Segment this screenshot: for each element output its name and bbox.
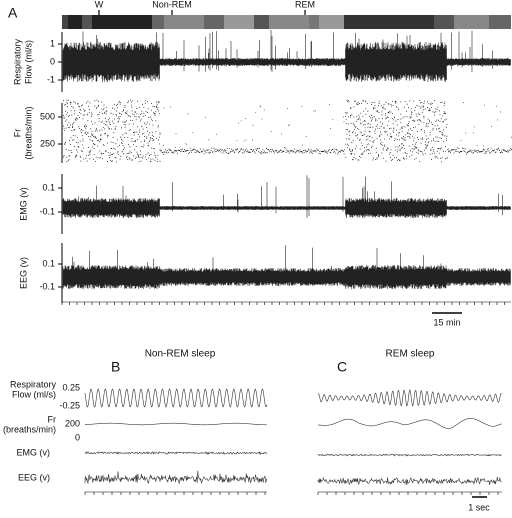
row-label: Fr <box>12 129 22 138</box>
scale-label: 1 sec <box>468 502 490 512</box>
trace <box>62 29 511 82</box>
y-tick-label: 0.1 <box>42 258 55 268</box>
y-tick-label: -0.1 <box>39 281 55 291</box>
trace <box>63 99 512 163</box>
y-tick-label: -1 <box>47 74 55 84</box>
panel-letter: A <box>8 5 18 21</box>
state-label: REM <box>295 0 315 9</box>
panel-letter: B <box>111 359 120 375</box>
row-label: EMG (v) <box>18 187 28 221</box>
hypnogram-segment <box>254 15 269 29</box>
hypnogram-segment <box>204 15 224 29</box>
row-label: Flow (ml/s) <box>12 389 56 399</box>
hypnogram-segment <box>269 15 309 29</box>
y-tick-label: 0.25 <box>62 382 80 392</box>
row-label: (breaths/min) <box>23 106 33 159</box>
y-tick-label: -0.1 <box>39 206 55 216</box>
trace <box>84 388 268 408</box>
hypnogram-segment <box>224 15 254 29</box>
trace <box>84 451 268 456</box>
y-tick-label: 1 <box>50 38 55 48</box>
trace <box>62 175 511 218</box>
trace <box>84 470 268 485</box>
panel-title: Non-REM sleep <box>145 349 216 360</box>
y-tick-label: -0.25 <box>59 400 80 410</box>
row-label: Respiratory <box>12 38 22 85</box>
row-label: EEG (v) <box>18 257 28 289</box>
row-label: EMG (v) <box>17 447 51 457</box>
hypnogram-segment <box>164 15 204 29</box>
hypnogram-segment <box>489 15 511 29</box>
row-label: Fr <box>48 414 57 424</box>
trace <box>62 245 511 289</box>
row-label: Respiratory <box>10 379 57 389</box>
hypnogram-segment <box>62 15 68 29</box>
hypnogram-segment <box>92 15 152 29</box>
hypnogram-segment <box>68 15 82 29</box>
x-axis <box>61 301 511 305</box>
x-axis <box>84 491 267 495</box>
scale-label: 15 min <box>433 317 460 327</box>
trace <box>317 453 502 457</box>
y-tick-label: 0.1 <box>42 182 55 192</box>
y-tick-label: 0 <box>75 432 80 442</box>
trace <box>317 418 502 430</box>
hypnogram-segment <box>82 15 92 29</box>
hypnogram-segment <box>454 15 489 29</box>
x-axis <box>317 491 502 495</box>
hypnogram-segment <box>434 15 454 29</box>
trace <box>84 422 267 426</box>
state-label: Non-REM <box>152 0 192 9</box>
hypnogram-segment <box>152 15 164 29</box>
y-tick-label: 0 <box>50 56 55 66</box>
panel-title: REM sleep <box>386 349 435 360</box>
row-label: EEG (v) <box>18 472 50 482</box>
row-label: Flow (ml/s) <box>23 40 33 84</box>
y-tick-label: 250 <box>40 138 55 148</box>
hypnogram-segment <box>309 15 319 29</box>
hypnogram-segment <box>344 15 434 29</box>
y-tick-label: 200 <box>65 418 80 428</box>
trace <box>317 389 502 407</box>
y-tick-label: 500 <box>40 111 55 121</box>
state-label: W <box>95 0 104 9</box>
hypnogram-segment <box>319 15 344 29</box>
row-label: (breaths/min) <box>3 424 56 434</box>
trace <box>317 476 502 486</box>
panel-letter: C <box>337 359 347 375</box>
